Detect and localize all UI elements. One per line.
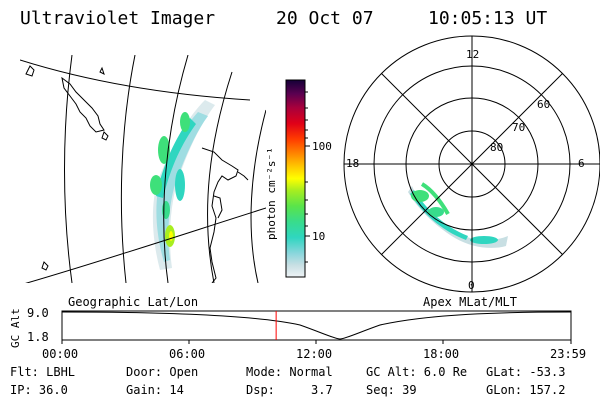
status-filter: Flt: LBHL bbox=[10, 365, 76, 379]
altitude-ytick-low: 1.8 bbox=[27, 330, 49, 344]
altitude-ylabel: GC Alt bbox=[9, 308, 22, 348]
altitude-ytick-high: 9.0 bbox=[27, 306, 49, 320]
status-dsp: Dsp: 3.7 bbox=[246, 383, 333, 397]
mlt-label-0: 0 bbox=[468, 279, 475, 292]
mlat-label-70: 70 bbox=[512, 121, 526, 134]
time-tick-1200: 12:00 bbox=[296, 347, 333, 361]
mlat-label-60: 60 bbox=[537, 98, 551, 111]
time-label: 10:05:13 UT bbox=[428, 8, 548, 29]
mlt-label-18: 18 bbox=[346, 157, 360, 170]
geo-grid bbox=[20, 55, 266, 283]
date-label: 20 Oct 07 bbox=[276, 8, 374, 29]
mlt-label-12: 12 bbox=[466, 48, 480, 61]
status-glon: GLon: 157.2 bbox=[486, 383, 566, 397]
colorbar-gradient bbox=[285, 79, 306, 278]
mlt-label-6: 6 bbox=[578, 157, 585, 170]
time-tick-1800: 18:00 bbox=[423, 347, 460, 361]
colorbar-tick-label-10: 10 bbox=[312, 230, 326, 243]
instrument-title: Ultraviolet Imager bbox=[20, 8, 216, 29]
time-tick-0600: 06:00 bbox=[169, 347, 206, 361]
aurora-polar bbox=[408, 182, 508, 248]
status-mode: Mode: Normal bbox=[246, 365, 333, 379]
polar-plot bbox=[343, 35, 600, 293]
coastlines bbox=[25, 65, 249, 283]
status-ip: IP: 36.0 bbox=[10, 383, 68, 397]
altitude-strip bbox=[61, 310, 572, 344]
colorbar bbox=[285, 79, 310, 278]
colorbar-tick-label-100: 100 bbox=[312, 140, 332, 153]
status-gc-alt: GC Alt: 6.0 Re bbox=[366, 365, 468, 379]
colorbar-label: photon cm⁻²s⁻¹ bbox=[265, 147, 278, 240]
altitude-curve bbox=[61, 311, 572, 340]
colorbar-minor-ticks bbox=[305, 91, 308, 263]
polar-grid bbox=[343, 35, 600, 293]
status-glat: GLat: -53.3 bbox=[486, 365, 566, 379]
geo-panel-label: Geographic Lat/Lon bbox=[68, 295, 199, 309]
apex-panel-label: Apex MLat/MLT bbox=[423, 295, 517, 309]
altitude-ticks bbox=[61, 340, 572, 344]
status-seq: Seq: 39 bbox=[366, 383, 417, 397]
altitude-frame bbox=[61, 310, 572, 341]
geographic-map bbox=[20, 55, 266, 283]
time-tick-2359: 23:59 bbox=[550, 347, 587, 361]
aurora-geo bbox=[150, 100, 215, 270]
time-tick-0000: 00:00 bbox=[42, 347, 79, 361]
status-gain: Gain: 14 bbox=[126, 383, 184, 397]
status-door: Door: Open bbox=[126, 365, 199, 379]
mlat-label-80: 80 bbox=[490, 141, 504, 154]
